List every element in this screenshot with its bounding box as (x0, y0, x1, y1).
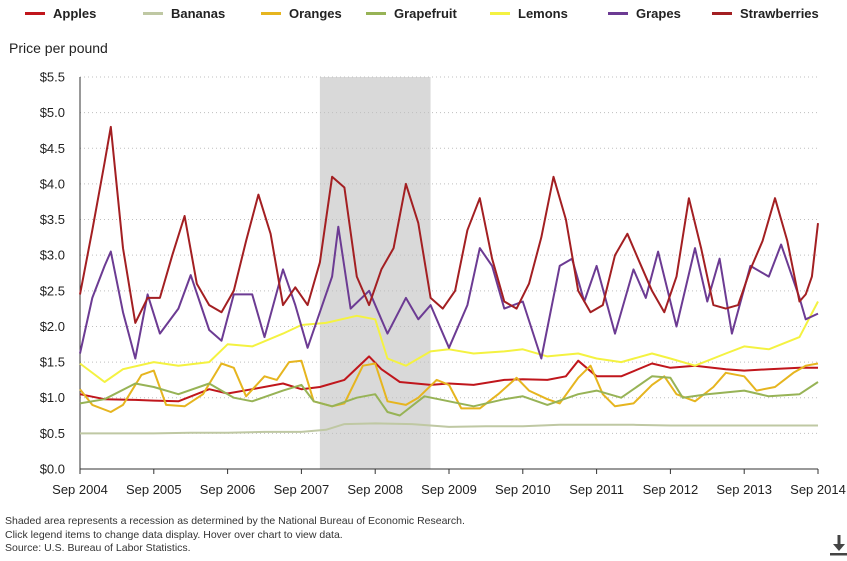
legend-swatch (143, 12, 163, 15)
series-line-lemons (79, 301, 819, 383)
legend-label: Strawberries (740, 6, 819, 21)
y-tick-label: $5.0 (40, 105, 65, 120)
y-tick-label: $0.5 (40, 426, 65, 441)
legend-label: Grapefruit (394, 6, 457, 21)
x-tick-label: Sep 2004 (52, 482, 108, 497)
x-tick-label: Sep 2006 (200, 482, 256, 497)
series-line-bananas (80, 422, 818, 435)
x-tick-label: Sep 2007 (274, 482, 330, 497)
legend-swatch (366, 12, 386, 15)
chart-notes: Shaded area represents a recession as de… (5, 515, 465, 556)
series-line-grapes (79, 225, 819, 360)
x-tick-label: Sep 2014 (790, 482, 846, 497)
x-tick-label: Sep 2009 (421, 482, 477, 497)
x-tick-label: Sep 2005 (126, 482, 182, 497)
recession-band (319, 77, 431, 469)
legend-swatch (712, 12, 732, 15)
y-tick-label: $3.5 (40, 212, 65, 227)
legend-swatch (261, 12, 281, 15)
x-tick-label: Sep 2011 (569, 482, 624, 497)
legend-label: Oranges (289, 6, 342, 21)
source-note: Source: U.S. Bureau of Labor Statistics. (5, 542, 191, 554)
legend-swatch (490, 12, 510, 15)
y-tick-label: $4.0 (40, 176, 65, 191)
y-axis-label: Price per pound (9, 40, 108, 56)
y-tick-label: $2.5 (40, 283, 65, 298)
legend-label: Bananas (171, 6, 226, 21)
y-tick-label: $5.5 (40, 70, 65, 85)
legend-item-apples[interactable]: Apples (25, 6, 96, 21)
legend-item-grapefruit[interactable]: Grapefruit (366, 6, 457, 21)
legend-item-lemons[interactable]: Lemons (490, 6, 568, 21)
legend-swatch (608, 12, 628, 15)
legend-label: Apples (53, 6, 97, 21)
legend-item-grapes[interactable]: Grapes (608, 6, 681, 21)
legend-item-bananas[interactable]: Bananas (143, 6, 225, 21)
download-arrow-icon[interactable] (830, 534, 847, 556)
x-tick-label: Sep 2008 (347, 482, 403, 497)
series-line-apples (79, 355, 818, 403)
y-tick-label: $1.5 (40, 355, 65, 370)
price-line-chart[interactable]: $0.0 $0.5 $1.0 $1.5 $2.0 $2.5 $3.0 $3.5 $4.0 $4.5… (0, 62, 847, 502)
x-tick-label: Sep 2010 (495, 482, 551, 497)
y-tick-label: $1.0 (40, 390, 65, 405)
y-tick-label: $0.0 (40, 462, 65, 477)
recession-note: Shaded area represents a recession as de… (5, 515, 465, 527)
interaction-note: Click legend items to change data displa… (5, 528, 343, 541)
legend-label: Lemons (518, 6, 568, 21)
legend-item-oranges[interactable]: Oranges (261, 6, 342, 21)
legend-item-strawberries[interactable]: Strawberries (712, 6, 819, 21)
x-tick-label: Sep 2013 (716, 482, 772, 497)
series-line-grapefruit (79, 375, 819, 417)
series-line-oranges (79, 359, 819, 413)
legend-label: Grapes (636, 6, 681, 21)
y-tick-label: $2.0 (40, 319, 65, 334)
legend: Apples Bananas Oranges Grapefruit Lemons Grap… (0, 6, 847, 28)
series-line-strawberries (79, 125, 819, 324)
y-tick-label: $4.5 (40, 141, 65, 156)
y-tick-label: $3.0 (40, 248, 65, 263)
x-tick-label: Sep 2012 (643, 482, 699, 497)
legend-swatch (25, 12, 45, 15)
